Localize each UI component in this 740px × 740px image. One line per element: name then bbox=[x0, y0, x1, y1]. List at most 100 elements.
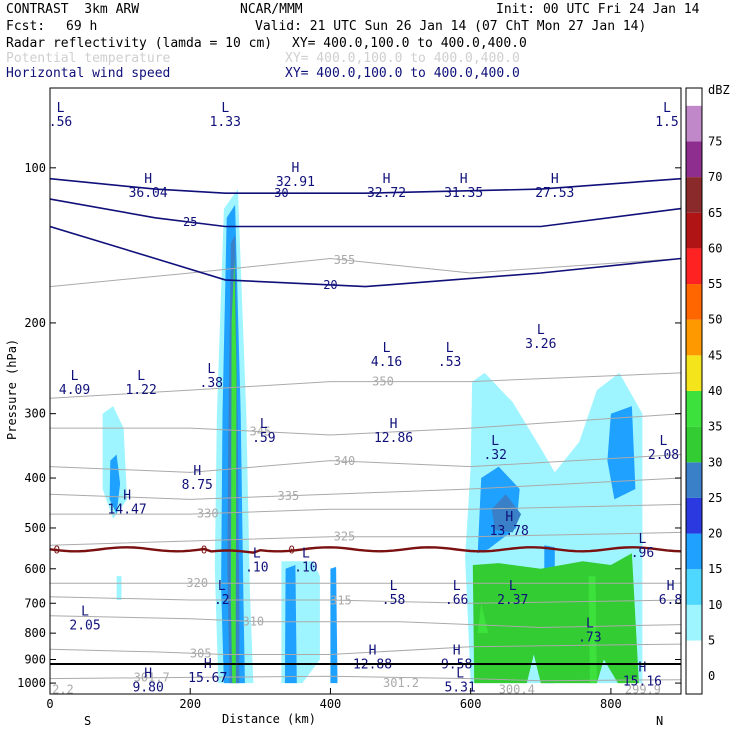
extremum-value: 32.72 bbox=[367, 186, 406, 201]
extremum-value: .66 bbox=[445, 593, 468, 608]
extremum-marker: L bbox=[446, 341, 454, 356]
colorbar-band-0 bbox=[686, 640, 702, 677]
colorbar-band-35 bbox=[686, 391, 702, 427]
extremum-value: .53 bbox=[438, 355, 461, 370]
colorbar-tick-label: 35 bbox=[708, 420, 722, 434]
extremum-value: .59 bbox=[252, 431, 275, 446]
theta-contour-305 bbox=[50, 643, 681, 655]
extremum-marker: L bbox=[453, 579, 461, 594]
extremum-marker: H bbox=[551, 172, 559, 187]
extremum-value: .58 bbox=[382, 593, 405, 608]
y-tick-label: 400 bbox=[24, 471, 46, 485]
theta-contour-345 bbox=[50, 413, 681, 436]
colorbar-tick-label: 15 bbox=[708, 562, 722, 576]
extremum-marker: L bbox=[71, 369, 79, 384]
y-tick-label: 700 bbox=[24, 596, 46, 610]
colorbar-tick-label: 45 bbox=[708, 348, 722, 362]
extremum-marker: L bbox=[260, 417, 268, 432]
extremum-value: 27.53 bbox=[535, 186, 574, 201]
extremum-marker: L bbox=[509, 579, 517, 594]
extremum-value: 2.05 bbox=[69, 619, 100, 634]
theta-contour-340 bbox=[50, 454, 681, 473]
extremum-value: 1.33 bbox=[210, 115, 241, 130]
wind-contour-30 bbox=[50, 177, 681, 194]
colorbar-band-15 bbox=[686, 533, 702, 570]
colorbar-band-70 bbox=[686, 141, 702, 178]
theta-label: 330 bbox=[197, 507, 219, 521]
extremum-marker: L bbox=[537, 323, 545, 338]
y-tick-label: 300 bbox=[24, 407, 46, 421]
wind-contour-25 bbox=[50, 198, 681, 228]
extremum-value: .2 bbox=[214, 593, 230, 608]
reflectivity-region-9 bbox=[330, 566, 338, 684]
theta-label: 310 bbox=[242, 614, 264, 628]
colorbar-band-45 bbox=[686, 319, 702, 356]
reflectivity-region-8 bbox=[284, 565, 297, 684]
theta-contour-325 bbox=[50, 531, 681, 546]
colorbar-band-55 bbox=[686, 248, 702, 285]
theta-label: 350 bbox=[372, 375, 394, 389]
x-tick-label: 400 bbox=[320, 697, 342, 711]
colorbar-tick-label: 55 bbox=[708, 277, 722, 291]
y-tick-label: 500 bbox=[24, 521, 46, 535]
colorbar-tick-label: 10 bbox=[708, 598, 722, 612]
extremum-value: .38 bbox=[200, 376, 223, 391]
theta-label: 325 bbox=[334, 530, 356, 544]
extremum-value: 14.47 bbox=[108, 502, 147, 517]
reflectivity-region-3 bbox=[230, 258, 237, 684]
extremum-value: 31.35 bbox=[444, 186, 483, 201]
theta-contour-335 bbox=[50, 477, 681, 500]
reflectivity-region-14 bbox=[491, 494, 522, 533]
colorbar-band-60 bbox=[686, 212, 702, 249]
extremum-marker: H bbox=[144, 172, 152, 187]
org-label: NCAR/MMM bbox=[240, 2, 303, 17]
extremum-marker: H bbox=[144, 666, 152, 681]
wind-contour-20 bbox=[50, 225, 681, 288]
field-xy-wind: XY= 400.0,100.0 to 400.0,400.0 bbox=[285, 66, 520, 81]
extremum-marker: H bbox=[667, 579, 675, 594]
theta-label: 320 bbox=[186, 576, 208, 590]
colorbar-tick-label: 5 bbox=[708, 634, 715, 648]
theta-contour-350 bbox=[50, 372, 681, 399]
colorbar-frame bbox=[685, 87, 703, 695]
freezing-level-line bbox=[50, 546, 681, 554]
theta-label: 345 bbox=[249, 425, 271, 439]
theta-label: 315 bbox=[330, 593, 352, 607]
valid-time: Valid: 21 UTC Sun 26 Jan 14 (07 ChT Mon … bbox=[255, 19, 647, 34]
extremum-value: 8.75 bbox=[182, 478, 213, 493]
colorbar-band-50 bbox=[686, 284, 702, 320]
extremum-marker: L bbox=[456, 666, 464, 681]
extremum-marker: L bbox=[491, 434, 499, 449]
colorbar-band-20 bbox=[686, 497, 702, 534]
theta-contour-355 bbox=[50, 257, 681, 288]
extremum-value: .96 bbox=[631, 546, 654, 561]
contour-labels: 301.7 305 310 315 320 325 330 335 340 345 350 355 30… bbox=[50, 101, 681, 697]
extremum-marker: L bbox=[221, 101, 229, 116]
colorbar-tick-label: 25 bbox=[708, 491, 722, 505]
theta-extremum-label: 299.9 bbox=[625, 683, 661, 697]
colorbar-band-40 bbox=[686, 355, 702, 391]
theta-extremum-label: 2.2 bbox=[52, 683, 74, 697]
x-tick-label: 200 bbox=[179, 697, 201, 711]
colorbar-band-25 bbox=[686, 462, 702, 498]
y-tick-label: 900 bbox=[24, 653, 46, 667]
extremum-value: .32 bbox=[483, 448, 506, 463]
fcst-label: Fcst: bbox=[6, 19, 46, 34]
extremum-value: .73 bbox=[578, 630, 601, 645]
field-xy-theta: XY= 400.0,100.0 to 400.0,400.0 bbox=[285, 51, 520, 66]
x-axis-label: Distance (km) bbox=[222, 712, 316, 726]
y-axis-label: Pressure (hPa) bbox=[5, 339, 19, 440]
field-xy-reflectivity: XY= 400.0,100.0 to 400.0,400.0 bbox=[292, 36, 527, 51]
extremum-value: 15.67 bbox=[188, 671, 227, 686]
extremum-marker: H bbox=[453, 643, 461, 658]
x-tick-label: 0 bbox=[46, 697, 53, 711]
model-label: CONTRAST 3km ARW bbox=[6, 2, 140, 17]
theta-contour-315 bbox=[50, 596, 681, 604]
extremum-value: .10 bbox=[245, 560, 268, 575]
extremum-value: 12.86 bbox=[374, 431, 413, 446]
y-tick-label: 600 bbox=[24, 562, 46, 576]
x-end-left-label: S bbox=[84, 714, 91, 728]
theta-label: 305 bbox=[190, 647, 212, 661]
